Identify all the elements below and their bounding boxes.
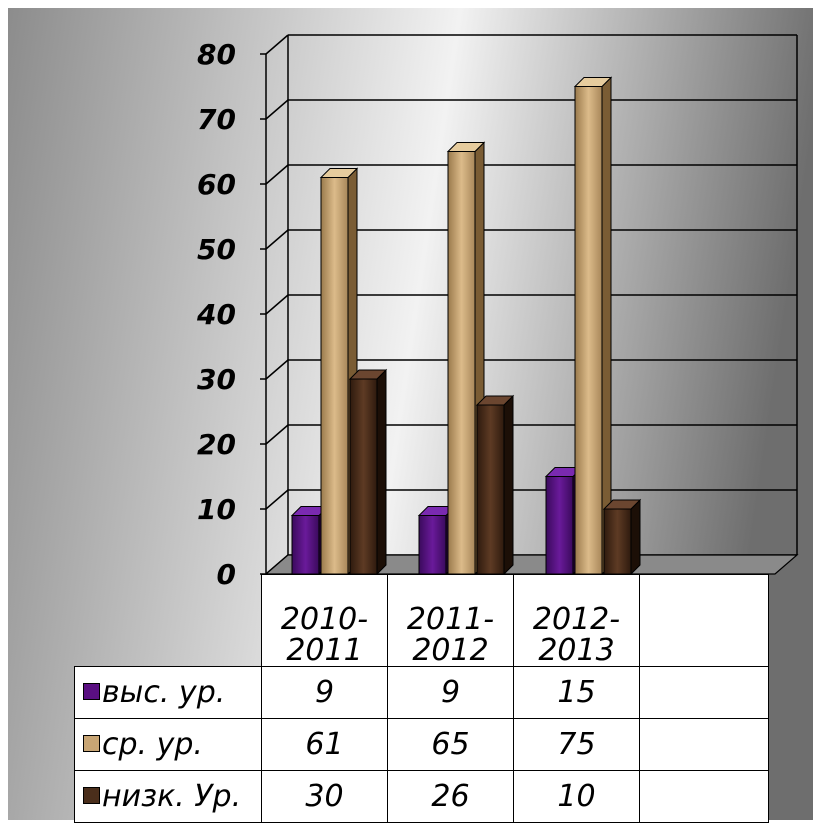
table-cell: 30 [261, 770, 388, 823]
y-tick-label: 30 [197, 363, 236, 396]
data-table: 2010- 2011 2011- 2012 2012- 2013 выс. ур. 9… [74, 574, 769, 823]
series-name: низк. Ур. [102, 778, 242, 814]
category-label: 2011- 2012 [387, 574, 514, 668]
legend-key [83, 682, 100, 700]
category-label [639, 574, 769, 667]
gridline-side [265, 164, 289, 185]
bar [446, 141, 486, 576]
table-cell: 9 [387, 666, 514, 719]
y-tick-label: 40 [196, 298, 236, 331]
bar [348, 368, 388, 576]
series-name: выс. ур. [102, 674, 226, 710]
bar-side [503, 394, 514, 576]
table-cell: 61 [261, 718, 388, 771]
table-corner [74, 574, 262, 667]
bar-front [545, 476, 574, 575]
table-cell [639, 770, 769, 823]
table-row: ср. ур. 61 65 75 [74, 718, 769, 771]
category-label-line: 2011- [406, 602, 495, 637]
gridline-side [265, 489, 289, 510]
table-cell [639, 718, 769, 771]
bar-front [291, 515, 320, 575]
bars [290, 76, 642, 576]
bar-front [603, 508, 632, 575]
bar-front [320, 177, 349, 575]
table-cell: 26 [387, 770, 514, 823]
table-header-row: 2010- 2011 2011- 2012 2012- 2013 [74, 574, 769, 668]
bar [319, 167, 359, 576]
bar-front [349, 378, 378, 575]
bar-front [447, 151, 476, 575]
table-row: выс. ур. 9 9 15 [74, 666, 769, 719]
y-tick-label: 20 [197, 428, 236, 461]
y-tick-label: 70 [197, 103, 236, 136]
table-cell: 9 [261, 666, 388, 719]
bar-front [476, 404, 505, 575]
gridline-side [265, 229, 289, 250]
category-label-line: 2011 [286, 633, 363, 668]
table-cell: 65 [387, 718, 514, 771]
table-row: низк. Ур. 30 26 10 [74, 770, 769, 823]
category-label-line: 2010- [280, 602, 369, 637]
table-cell: 75 [513, 718, 640, 771]
gridlines [260, 34, 798, 575]
bar-side [601, 76, 612, 576]
category-label-line: 2012 [412, 633, 489, 668]
bar-front [574, 86, 603, 575]
gridline-side [265, 424, 289, 445]
gridline-side [265, 34, 289, 55]
bar-side [376, 368, 387, 576]
gridline-side [265, 294, 289, 315]
bar [475, 394, 515, 576]
y-tick-label: 60 [197, 168, 236, 201]
bar [602, 498, 642, 576]
table-cell: 15 [513, 666, 640, 719]
y-tick-label: 80 [197, 38, 236, 71]
series-name: ср. ур. [102, 726, 203, 762]
category-label: 2010- 2011 [261, 574, 388, 668]
legend-entry: ср. ур. [74, 718, 262, 771]
legend-entry: низк. Ур. [74, 770, 262, 823]
bar [573, 76, 613, 576]
table-cell [639, 666, 769, 719]
category-label-line: 2013 [538, 633, 615, 668]
category-label: 2012- 2013 [513, 574, 640, 668]
y-tick-label: 50 [197, 233, 236, 266]
bar-front [418, 515, 447, 575]
legend-key [83, 786, 100, 804]
gridline-side [265, 99, 289, 120]
category-label-line: 2012- [532, 602, 621, 637]
bar-side [630, 498, 641, 576]
gridline-side [265, 359, 289, 380]
legend-entry: выс. ур. [74, 666, 262, 719]
y-tick-label: 10 [197, 493, 236, 526]
legend-key [83, 734, 100, 752]
table-cell: 10 [513, 770, 640, 823]
